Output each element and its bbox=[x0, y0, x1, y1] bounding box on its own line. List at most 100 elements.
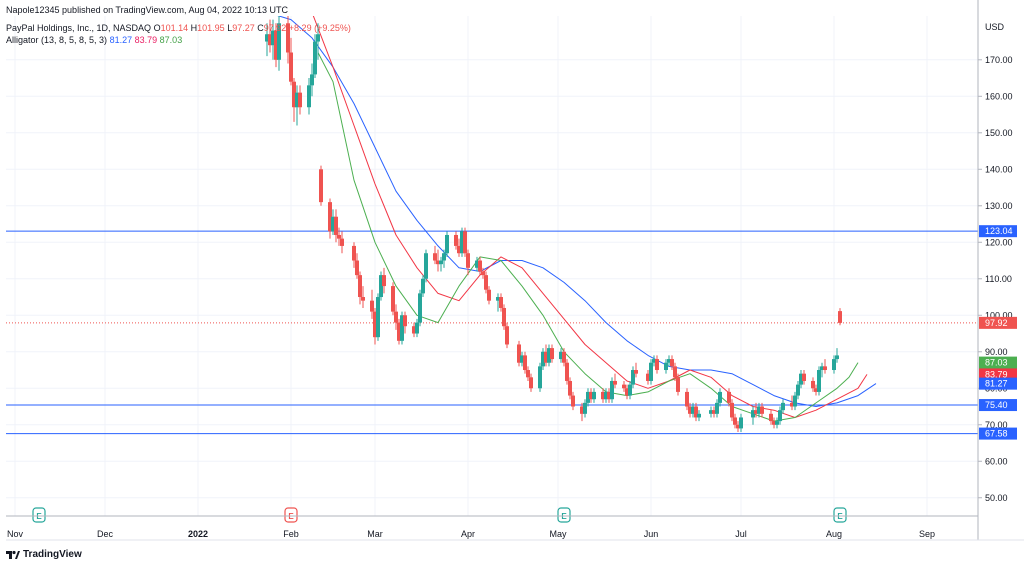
candle bbox=[733, 413, 737, 429]
candle-body bbox=[802, 373, 806, 381]
candles bbox=[265, 16, 842, 433]
change-value: +8.29 (+9.25%) bbox=[288, 23, 351, 33]
candle-body bbox=[421, 278, 425, 294]
candle-body bbox=[604, 391, 608, 400]
indicator-price-tag bbox=[979, 368, 1017, 381]
candle bbox=[613, 373, 617, 389]
candle-body bbox=[382, 275, 386, 287]
hline-price-tag bbox=[979, 399, 1017, 412]
candle-body bbox=[757, 406, 761, 414]
tradingview-logo-icon bbox=[6, 550, 20, 559]
price-axis[interactable]: 50.0060.0070.0080.0090.00100.00110.00120… bbox=[977, 0, 1017, 540]
indicator-info[interactable]: Alligator (13, 8, 5, 8, 5, 3) 81.27 83.7… bbox=[6, 35, 182, 46]
alligator-lips-line bbox=[317, 52, 859, 422]
indicator-jaw-value: 81.27 bbox=[109, 35, 133, 45]
candle bbox=[313, 34, 317, 79]
y-tick-label: 170.00 bbox=[985, 55, 1013, 65]
candle-body bbox=[463, 231, 467, 254]
candle bbox=[781, 399, 785, 414]
earnings-marker-box bbox=[284, 507, 298, 523]
candle-body bbox=[313, 41, 317, 75]
candle-body bbox=[652, 359, 656, 363]
candle-body bbox=[733, 417, 737, 425]
candle bbox=[832, 355, 836, 374]
candle-body bbox=[271, 30, 275, 46]
candle bbox=[652, 355, 656, 367]
earnings-marker[interactable]: E bbox=[557, 507, 571, 523]
hline-price-tag bbox=[979, 225, 1017, 238]
x-tick-label: Aug bbox=[826, 529, 842, 539]
candle-body bbox=[529, 377, 533, 389]
candle bbox=[667, 355, 671, 367]
candle-body bbox=[715, 402, 719, 414]
candle bbox=[271, 19, 275, 60]
candle bbox=[835, 348, 839, 363]
candle bbox=[673, 362, 677, 381]
symbol-name: PayPal Holdings, Inc., 1D, NASDAQ bbox=[6, 23, 152, 33]
candle bbox=[289, 37, 293, 86]
candle bbox=[799, 370, 803, 389]
candle bbox=[484, 271, 488, 294]
indicator-lips-value: 87.03 bbox=[159, 35, 183, 45]
candle bbox=[463, 227, 467, 257]
candle-body bbox=[610, 380, 614, 400]
y-tick-label: 120.00 bbox=[985, 237, 1013, 247]
candle bbox=[316, 23, 320, 60]
indicator-price-tag bbox=[979, 377, 1017, 390]
horizontal-lines[interactable] bbox=[6, 230, 978, 435]
low-value: 97.27 bbox=[232, 23, 255, 33]
candle-body bbox=[790, 402, 794, 407]
candle bbox=[727, 388, 731, 407]
candle-body bbox=[673, 366, 677, 378]
candle-body bbox=[646, 373, 650, 381]
candle-body bbox=[667, 359, 671, 363]
candle bbox=[823, 359, 827, 374]
high-label: H bbox=[190, 23, 198, 33]
y-tick-label: 150.00 bbox=[985, 128, 1013, 138]
candle bbox=[457, 238, 461, 257]
earnings-marker[interactable]: E bbox=[32, 507, 46, 523]
earnings-marker-box bbox=[557, 507, 571, 523]
candle bbox=[691, 402, 695, 418]
earnings-markers[interactable]: EEEE bbox=[32, 507, 847, 523]
candle bbox=[592, 388, 596, 403]
candle-body bbox=[760, 406, 764, 414]
candle bbox=[370, 289, 374, 319]
candle-body bbox=[412, 326, 416, 334]
time-axis[interactable]: Nov Dec 2022 Feb Mar Apr May Jun Jul Aug Sep bbox=[6, 515, 1024, 541]
candle-body bbox=[352, 245, 356, 261]
candle bbox=[334, 209, 338, 243]
candle bbox=[340, 231, 344, 254]
candle-body bbox=[775, 421, 779, 425]
candle-body bbox=[373, 311, 377, 338]
candle-body bbox=[484, 275, 488, 290]
candle-body bbox=[718, 391, 722, 403]
candle-body bbox=[268, 34, 272, 46]
candle-body bbox=[622, 384, 626, 389]
candle-body bbox=[685, 391, 689, 407]
earnings-marker[interactable]: E bbox=[284, 507, 298, 523]
candle bbox=[676, 373, 680, 396]
candle-body bbox=[541, 351, 545, 367]
footer[interactable]: TradingView bbox=[6, 549, 82, 560]
candle bbox=[625, 384, 629, 400]
candle bbox=[589, 388, 593, 403]
candle bbox=[361, 286, 365, 308]
candle bbox=[328, 198, 332, 239]
candle-body bbox=[400, 315, 404, 341]
tradingview-brand: TradingView bbox=[23, 549, 82, 560]
candle bbox=[394, 304, 398, 330]
candle bbox=[481, 267, 485, 279]
x-tick-label: Nov bbox=[7, 529, 24, 539]
candle bbox=[754, 402, 758, 418]
candle-body bbox=[568, 380, 572, 396]
candle bbox=[373, 307, 377, 345]
indicator-price-tag bbox=[979, 356, 1017, 369]
candle-body bbox=[454, 234, 458, 246]
candle-body bbox=[736, 424, 740, 429]
earnings-marker-box bbox=[32, 507, 46, 523]
candle-body bbox=[319, 169, 323, 203]
earnings-marker[interactable]: E bbox=[833, 507, 847, 523]
y-tick-label: 50.00 bbox=[985, 493, 1008, 503]
